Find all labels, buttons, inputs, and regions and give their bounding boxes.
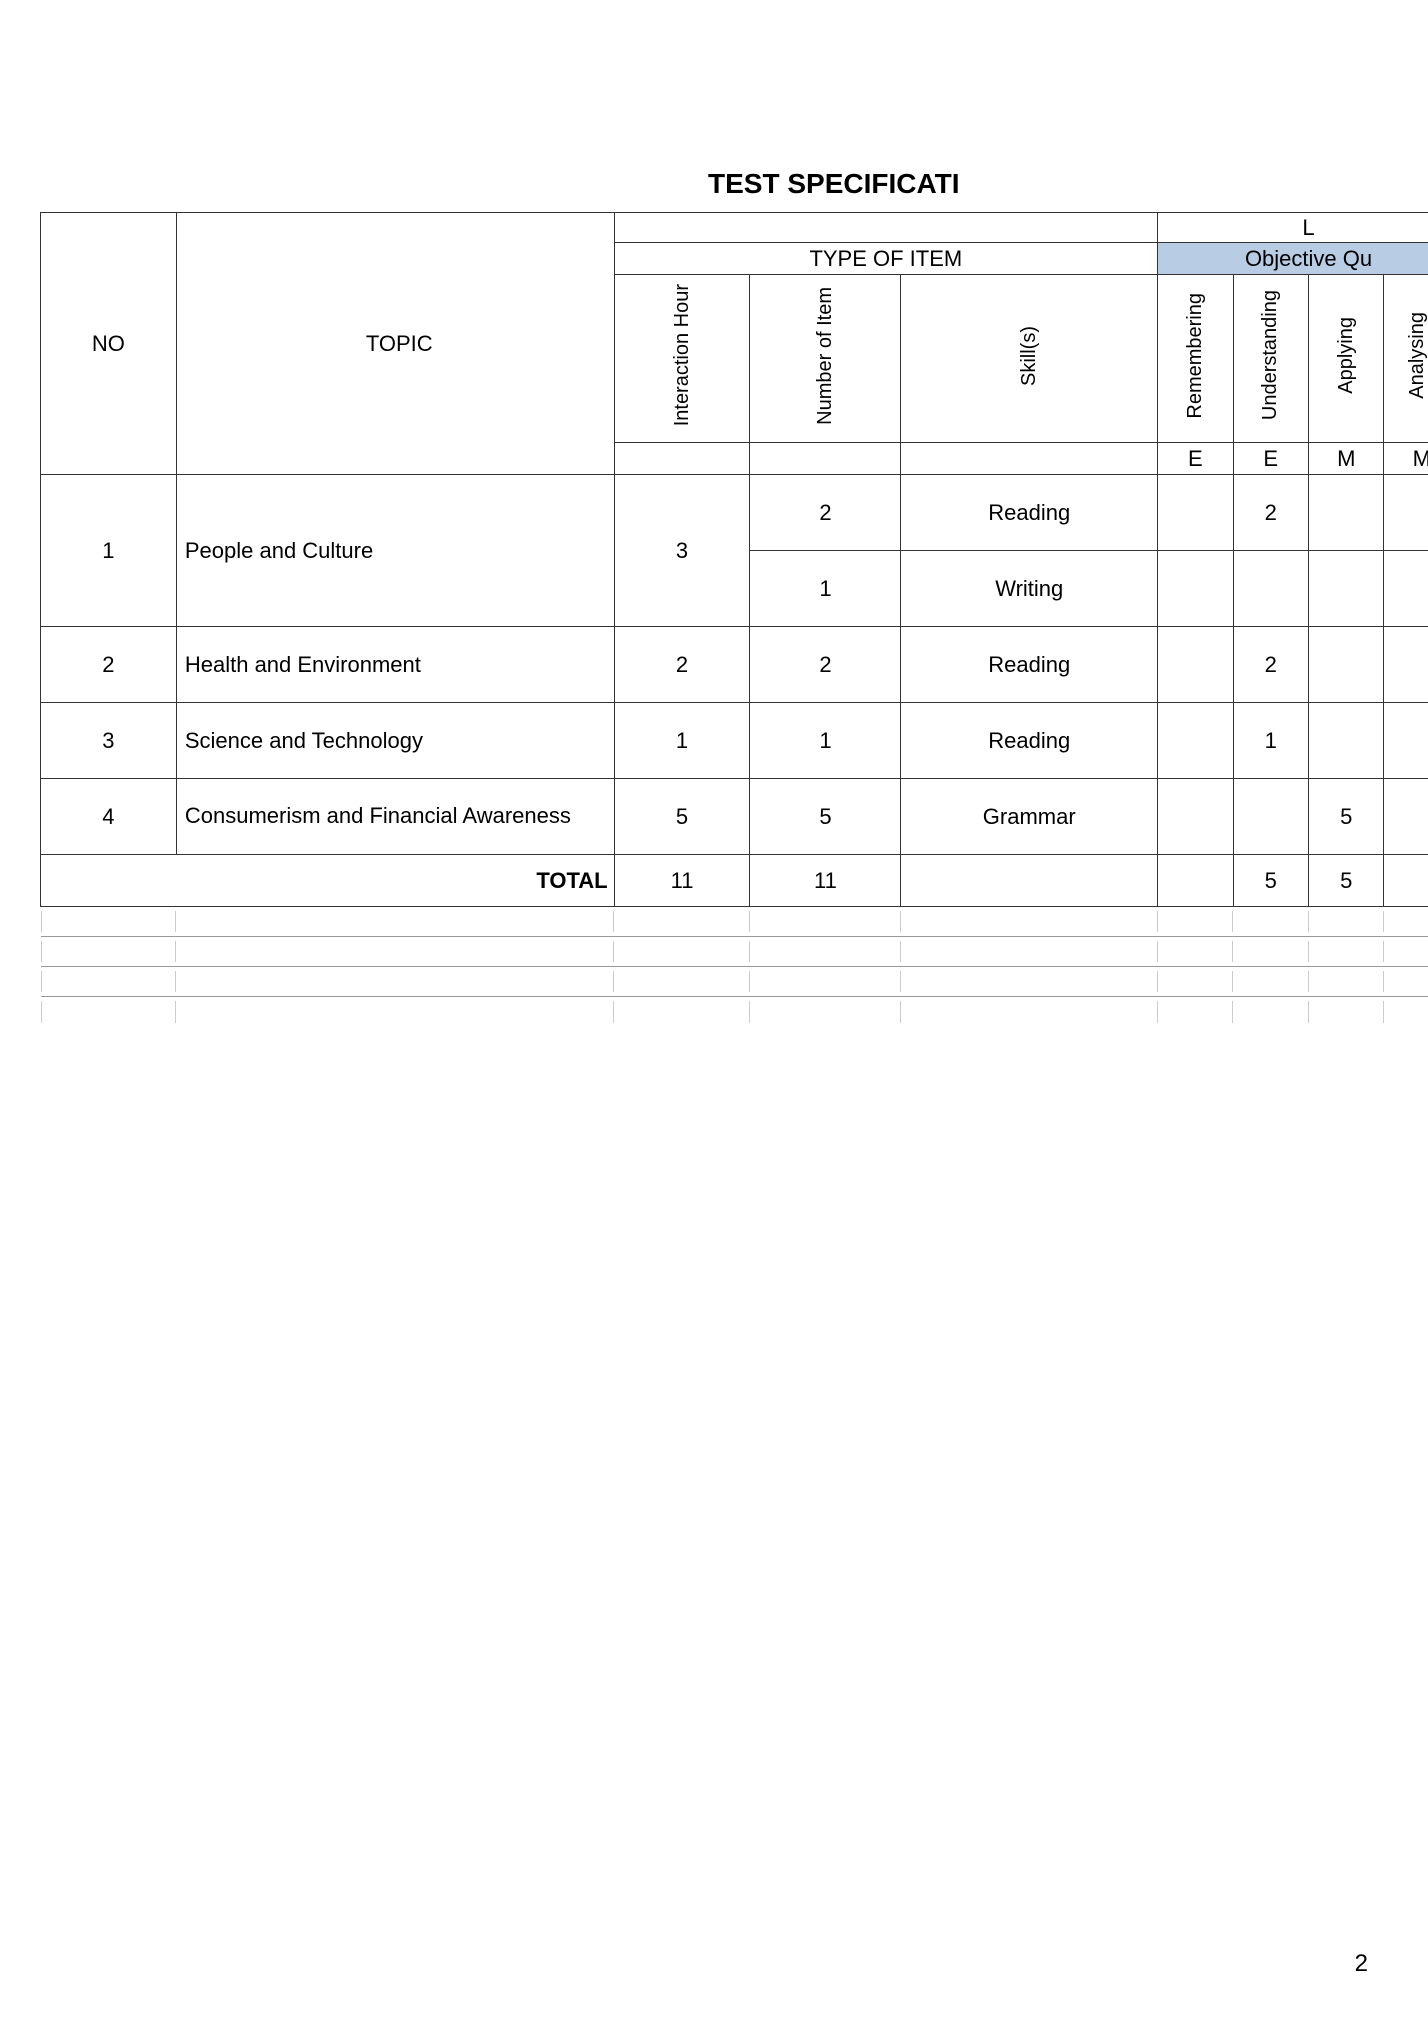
table-row: 4 Consumerism and Financial Awareness 5 … <box>41 779 1428 855</box>
header-no: NO <box>41 213 177 475</box>
cell-no: 4 <box>41 779 177 855</box>
header-skill: Skill(s) <box>901 275 1158 443</box>
cell-interaction: 2 <box>614 627 750 703</box>
header-diff-analysing: M <box>1384 443 1428 475</box>
cell-skill: Reading <box>901 703 1158 779</box>
empty-row <box>41 937 1428 967</box>
cell-interaction: 5 <box>614 779 750 855</box>
header-diff-applying: M <box>1309 443 1384 475</box>
header-row-1: NO TOPIC L <box>41 213 1428 243</box>
specification-table-container: NO TOPIC L TYPE OF ITEM Objective Qu Int… <box>40 212 1428 1027</box>
header-diff-blank2 <box>750 443 901 475</box>
table-row: 2 Health and Environment 2 2 Reading 2 <box>41 627 1428 703</box>
header-skill-text: Skill(s) <box>1018 326 1041 386</box>
cell-understanding <box>1233 551 1308 627</box>
header-empty-type <box>614 213 1157 243</box>
cell-no: 2 <box>41 627 177 703</box>
cell-remembering <box>1158 779 1233 855</box>
header-analysing-text: Analysing <box>1406 312 1428 399</box>
cell-items: 1 <box>750 703 901 779</box>
cell-items: 5 <box>750 779 901 855</box>
cell-applying <box>1309 551 1384 627</box>
cell-remembering <box>1158 475 1233 551</box>
cell-analysing <box>1384 551 1428 627</box>
header-interaction-hour-text: Interaction Hour <box>671 284 694 426</box>
cell-understanding <box>1233 779 1308 855</box>
total-label: TOTAL <box>41 855 615 907</box>
total-interaction: 11 <box>614 855 750 907</box>
cell-analysing <box>1384 475 1428 551</box>
header-applying: Applying <box>1309 275 1384 443</box>
cell-no: 3 <box>41 703 177 779</box>
header-remembering-text: Remembering <box>1184 293 1207 419</box>
total-row: TOTAL 11 11 5 5 <box>41 855 1428 907</box>
cell-understanding: 2 <box>1233 475 1308 551</box>
cell-topic: Health and Environment <box>176 627 614 703</box>
cell-items: 1 <box>750 551 901 627</box>
cell-remembering <box>1158 703 1233 779</box>
cell-no: 1 <box>41 475 177 627</box>
header-topic: TOPIC <box>176 213 614 475</box>
table-row: 3 Science and Technology 1 1 Reading 1 <box>41 703 1428 779</box>
cell-understanding: 1 <box>1233 703 1308 779</box>
header-number-of-item: Number of Item <box>750 275 901 443</box>
header-applying-text: Applying <box>1335 317 1358 394</box>
page-number: 2 <box>1355 1950 1368 1978</box>
total-understanding: 5 <box>1233 855 1308 907</box>
cell-items: 2 <box>750 627 901 703</box>
header-diff-understanding: E <box>1233 443 1308 475</box>
cell-items: 2 <box>750 475 901 551</box>
cell-analysing <box>1384 703 1428 779</box>
cell-analysing <box>1384 627 1428 703</box>
header-understanding-text: Understanding <box>1259 290 1282 420</box>
cell-applying <box>1309 475 1384 551</box>
cell-skill: Reading <box>901 475 1158 551</box>
cell-topic: Consumerism and Financial Awareness <box>176 779 614 855</box>
cell-interaction: 3 <box>614 475 750 627</box>
cell-applying: 5 <box>1309 779 1384 855</box>
header-remembering: Remembering <box>1158 275 1233 443</box>
cell-remembering <box>1158 551 1233 627</box>
cell-topic: People and Culture <box>176 475 614 627</box>
cell-applying <box>1309 627 1384 703</box>
cell-skill: Grammar <box>901 779 1158 855</box>
cell-skill: Writing <box>901 551 1158 627</box>
total-skill <box>901 855 1158 907</box>
page-title: TEST SPECIFICATI <box>708 168 960 200</box>
specification-table: NO TOPIC L TYPE OF ITEM Objective Qu Int… <box>40 212 1428 1027</box>
cell-remembering <box>1158 627 1233 703</box>
empty-row <box>41 997 1428 1027</box>
cell-interaction: 1 <box>614 703 750 779</box>
header-diff-blank1 <box>614 443 750 475</box>
total-items: 11 <box>750 855 901 907</box>
total-applying: 5 <box>1309 855 1384 907</box>
cell-analysing <box>1384 779 1428 855</box>
cell-topic: Science and Technology <box>176 703 614 779</box>
cell-skill: Reading <box>901 627 1158 703</box>
cell-applying <box>1309 703 1384 779</box>
header-understanding: Understanding <box>1233 275 1308 443</box>
total-analysing <box>1384 855 1428 907</box>
empty-row <box>41 967 1428 997</box>
empty-row <box>41 907 1428 937</box>
header-objective: Objective Qu <box>1158 243 1428 275</box>
header-diff-blank3 <box>901 443 1158 475</box>
header-type-of-item: TYPE OF ITEM <box>614 243 1157 275</box>
header-analysing: Analysing <box>1384 275 1428 443</box>
header-diff-remembering: E <box>1158 443 1233 475</box>
total-remembering <box>1158 855 1233 907</box>
header-number-of-item-text: Number of Item <box>814 287 837 425</box>
header-interaction-hour: Interaction Hour <box>614 275 750 443</box>
cell-understanding: 2 <box>1233 627 1308 703</box>
table-row: 1 People and Culture 3 2 Reading 2 <box>41 475 1428 551</box>
header-level-partial: L <box>1158 213 1428 243</box>
